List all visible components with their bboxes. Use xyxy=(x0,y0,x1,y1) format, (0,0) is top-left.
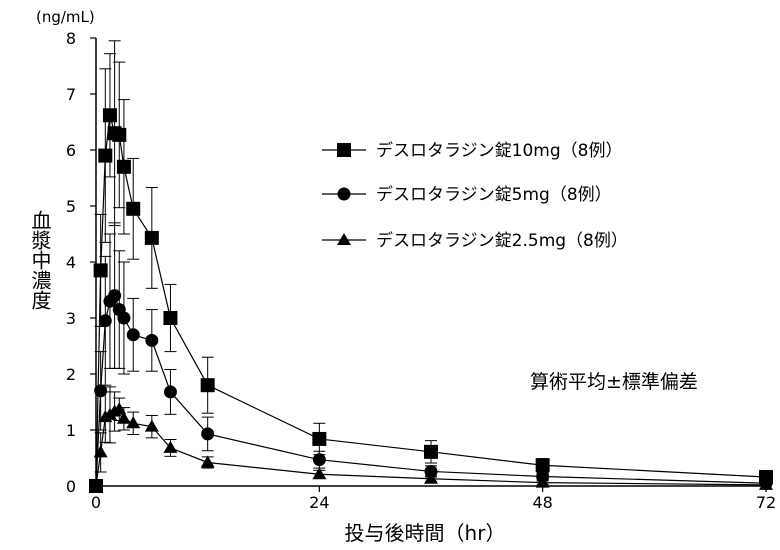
data-point xyxy=(144,419,159,432)
y-tick-label: 3 xyxy=(66,309,76,328)
data-point xyxy=(201,427,215,441)
data-point xyxy=(145,333,159,347)
data-point xyxy=(126,201,141,216)
y-tick-label: 2 xyxy=(66,365,76,384)
data-point xyxy=(94,384,108,398)
y-tick-label: 8 xyxy=(66,29,76,48)
data-point xyxy=(163,385,177,399)
y-tick-label: 5 xyxy=(66,197,76,216)
data-point xyxy=(200,378,215,393)
legend-label: デスロタラジン錠10mg（8例） xyxy=(376,140,622,161)
x-tick-label: 0 xyxy=(91,493,101,512)
data-point xyxy=(116,411,131,424)
data-point xyxy=(89,479,103,491)
y-unit-label: (ng/mL) xyxy=(36,8,95,26)
legend-marker xyxy=(337,187,351,201)
data-point xyxy=(102,108,117,123)
y-tick-label: 7 xyxy=(66,85,76,104)
data-point xyxy=(424,444,438,459)
data-point xyxy=(312,453,326,467)
data-point xyxy=(759,477,773,490)
data-point xyxy=(200,455,215,468)
series-line xyxy=(95,115,767,487)
axes: 0 1 2 3 4 5 6 7 8 0 24 48 72 xyxy=(66,29,776,512)
data-point xyxy=(163,311,178,325)
legend-label: デスロタラジン錠2.5mg（8例） xyxy=(376,230,628,251)
y-tick-label: 6 xyxy=(66,141,76,160)
series-square xyxy=(89,40,773,493)
data-point xyxy=(126,416,141,429)
series-triangle xyxy=(89,386,773,491)
data-point xyxy=(93,445,108,458)
data-point xyxy=(108,289,122,303)
data-point xyxy=(126,328,140,342)
x-tick-label: 48 xyxy=(532,493,552,512)
series-layer xyxy=(89,40,773,493)
legend: デスロタラジン錠10mg（8例） デスロタラジン錠5mg（8例） デスロタラジン錠2… xyxy=(322,140,628,251)
legend-label: デスロタラジン錠5mg（8例） xyxy=(376,184,612,205)
legend-marker xyxy=(337,143,351,157)
data-point xyxy=(312,431,327,446)
data-point xyxy=(424,471,438,484)
y-tick-label: 1 xyxy=(66,421,76,440)
data-point xyxy=(163,440,178,453)
y-axis-title: 血漿中濃度 xyxy=(28,210,52,310)
data-point xyxy=(112,127,127,142)
data-point xyxy=(98,314,112,328)
data-point xyxy=(116,159,131,174)
data-point xyxy=(117,311,131,325)
data-point xyxy=(535,475,550,488)
data-point xyxy=(93,263,108,278)
legend-marker xyxy=(337,233,351,245)
data-point xyxy=(98,148,113,163)
data-point xyxy=(535,458,550,473)
data-point xyxy=(312,467,327,480)
data-point xyxy=(112,402,127,415)
legend-item: デスロタラジン錠2.5mg（8例） xyxy=(322,230,628,251)
legend-item: デスロタラジン錠5mg（8例） xyxy=(322,184,612,205)
statistics-note: 算術平均±標準偏差 xyxy=(530,371,698,393)
data-point xyxy=(144,230,159,245)
y-tick-label: 4 xyxy=(66,253,76,272)
x-tick-label: 72 xyxy=(756,493,776,512)
y-tick-label: 0 xyxy=(66,477,76,496)
x-tick-label: 24 xyxy=(309,493,329,512)
x-axis-title: 投与後時間（hr） xyxy=(345,521,506,545)
legend-item: デスロタラジン錠10mg（8例） xyxy=(322,140,622,161)
data-point xyxy=(424,464,438,478)
